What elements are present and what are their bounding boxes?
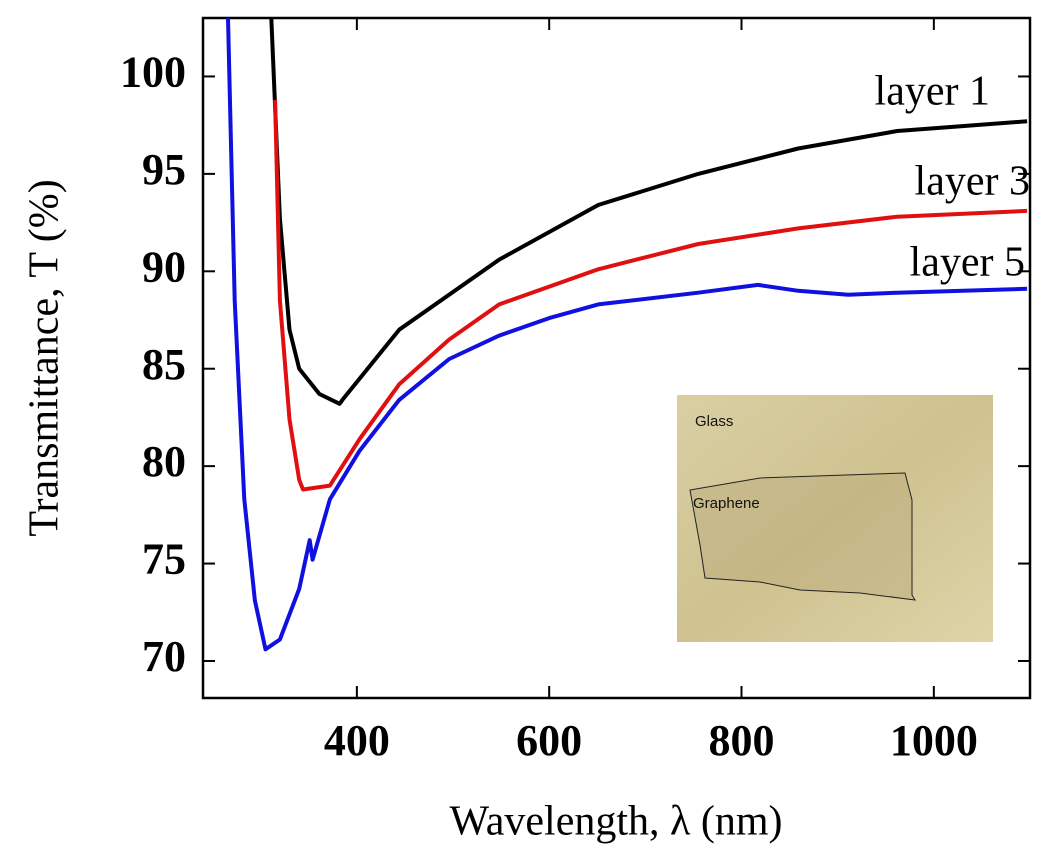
x-tick-label: 1000 <box>890 716 978 765</box>
y-axis-title: Transmittance, T (%) <box>22 179 68 536</box>
inset-label: Glass <box>695 413 733 430</box>
x-tick-label: 400 <box>324 716 390 765</box>
line <box>269 18 1028 406</box>
series-label: layer 5 <box>910 240 1025 286</box>
graphene-outline <box>689 472 916 601</box>
y-tick-label: 70 <box>142 632 186 681</box>
x-axis-title: Wavelength, λ (nm) <box>449 799 782 845</box>
inset-photo <box>677 395 993 642</box>
x-tick-label: 800 <box>709 716 775 765</box>
y-tick-label: 85 <box>142 340 186 389</box>
y-tick-label: 100 <box>120 48 186 97</box>
inset-label: Graphene <box>693 495 760 512</box>
inset: Glass Graphene <box>677 395 993 642</box>
series-label: layer 3 <box>915 159 1030 205</box>
series-label: layer 1 <box>875 69 990 115</box>
y-tick-label: 90 <box>142 242 186 291</box>
plot-frame <box>201 16 1032 700</box>
line <box>273 99 1028 492</box>
x-tick-label: 600 <box>516 716 582 765</box>
y-tick-label: 95 <box>142 145 186 194</box>
y-tick-label: 75 <box>142 535 186 584</box>
line <box>226 18 1028 652</box>
y-tick-label: 80 <box>142 437 186 486</box>
